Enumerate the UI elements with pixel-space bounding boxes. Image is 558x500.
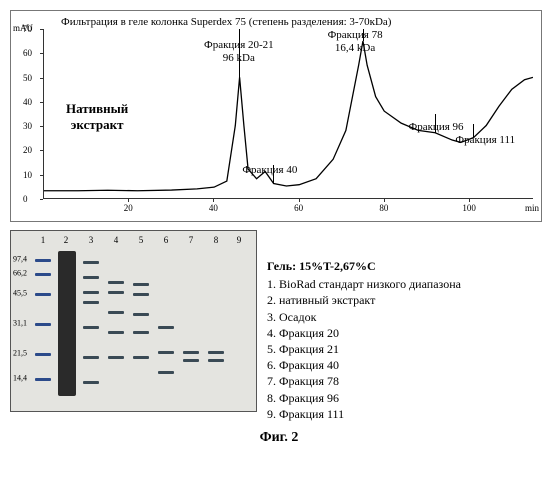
native-extract-label: Нативныйэкстракт	[66, 101, 128, 134]
annotation-frac78: Фракция 7816,4 kDa	[328, 29, 383, 55]
peak-marker-line	[473, 124, 474, 139]
gel-band	[158, 326, 174, 329]
mw-marker: 14,4	[13, 374, 27, 383]
gel-band	[35, 259, 51, 262]
peak-marker-line	[273, 165, 274, 184]
gel-band	[108, 356, 124, 359]
peak-marker-line	[239, 29, 240, 78]
gel-band	[35, 273, 51, 276]
gel-band	[108, 291, 124, 294]
chart-title: Фильтрация в геле колонка Superdex 75 (с…	[61, 16, 391, 28]
mw-marker: 31,1	[13, 319, 27, 328]
x-tick: 20	[124, 203, 133, 213]
y-tick: 70	[23, 24, 32, 34]
x-tick: 60	[294, 203, 303, 213]
gel-band	[83, 291, 99, 294]
gel-band	[83, 301, 99, 304]
legend-item: 3. Осадок	[267, 309, 461, 325]
legend-item: 5. Фракция 21	[267, 341, 461, 357]
lane-number: 3	[89, 235, 94, 245]
annotation-frac111: Фракция 111	[455, 134, 515, 147]
gel-band	[35, 293, 51, 296]
gel-band	[183, 351, 199, 354]
lane-number: 9	[237, 235, 242, 245]
gel-band	[83, 326, 99, 329]
mw-marker: 21,5	[13, 349, 27, 358]
gel-band	[133, 356, 149, 359]
y-tick: 10	[23, 170, 32, 180]
gel-band	[208, 351, 224, 354]
gel-band	[35, 353, 51, 356]
gel-band	[133, 331, 149, 334]
legend-item: 9. Фракция 111	[267, 406, 461, 422]
x-tick: 100	[462, 203, 476, 213]
gel-band	[133, 293, 149, 296]
gel-band	[183, 359, 199, 362]
lane-2-block	[58, 251, 76, 396]
legend-item: 8. Фракция 96	[267, 390, 461, 406]
lane-number: 4	[114, 235, 119, 245]
lane-number: 6	[164, 235, 169, 245]
y-tick: 50	[23, 73, 32, 83]
y-tick: 60	[23, 48, 32, 58]
legend-item: 7. Фракция 78	[267, 373, 461, 389]
legend-item: 2. нативный экстракт	[267, 292, 461, 308]
lane-number: 5	[139, 235, 144, 245]
lane-number: 8	[214, 235, 219, 245]
peak-marker-line	[363, 29, 364, 41]
gel-band	[83, 276, 99, 279]
lane-number: 2	[64, 235, 69, 245]
x-tick: 40	[209, 203, 218, 213]
x-tick: 80	[379, 203, 388, 213]
gel-band	[83, 381, 99, 384]
x-axis-unit: min	[525, 203, 539, 213]
gel-band	[83, 356, 99, 359]
legend-item: 1. BioRad стандарт низкого диапазона	[267, 276, 461, 292]
y-tick: 40	[23, 97, 32, 107]
mw-marker: 97,4	[13, 255, 27, 264]
gel-band	[35, 378, 51, 381]
chromatogram-chart: Фильтрация в геле колонка Superdex 75 (с…	[10, 10, 542, 222]
mw-marker: 66,2	[13, 269, 27, 278]
lane-number: 7	[189, 235, 194, 245]
annotation-frac40: Фракция 40	[242, 164, 297, 177]
gel-band	[83, 261, 99, 264]
annotation-frac96: Фракция 96	[409, 121, 464, 134]
y-tick: 0	[23, 194, 28, 204]
gel-band	[158, 351, 174, 354]
gel-image: 1 2 3 4 5 6 7 8 9 97,4 66,2 45,5 31,1 21,5 14,4	[10, 230, 257, 412]
gel-band	[108, 281, 124, 284]
gel-band	[133, 313, 149, 316]
y-tick: 20	[23, 145, 32, 155]
gel-band	[35, 323, 51, 326]
mw-marker: 45,5	[13, 289, 27, 298]
y-tick: 30	[23, 121, 32, 131]
gel-band	[208, 359, 224, 362]
legend-item: 6. Фракция 40	[267, 357, 461, 373]
gel-band	[108, 331, 124, 334]
lane-number: 1	[41, 235, 46, 245]
legend-item: 4. Фракция 20	[267, 325, 461, 341]
gel-band	[133, 283, 149, 286]
gel-title: Гель: 15%T-2,67%C	[267, 258, 461, 274]
gel-band	[108, 311, 124, 314]
gel-band	[158, 371, 174, 374]
gel-legend: Гель: 15%T-2,67%C 1. BioRad стандарт низ…	[267, 230, 461, 422]
peak-marker-line	[435, 114, 436, 133]
figure-caption: Фиг. 2	[10, 430, 548, 446]
